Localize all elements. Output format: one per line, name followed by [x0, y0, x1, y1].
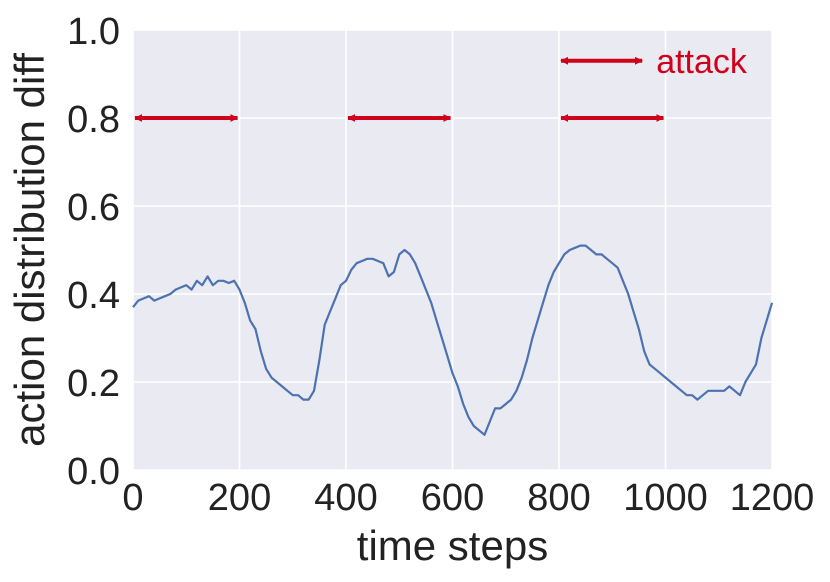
y-tick-label: 0.4	[67, 275, 120, 317]
series-line	[132, 244, 774, 436]
x-tick-label: 1200	[730, 477, 815, 519]
x-tick-label: 800	[527, 477, 590, 519]
y-axis-ticks: 0.0 0.2 0.4 0.6 0.8 1.0	[67, 11, 120, 493]
x-tick-label: 200	[208, 477, 271, 519]
y-tick-label: 1.0	[67, 11, 120, 53]
x-tick-label: 0	[122, 477, 143, 519]
y-tick-label: 0.6	[67, 187, 120, 229]
y-tick-label: 0.2	[67, 363, 120, 405]
x-tick-label: 400	[314, 477, 377, 519]
y-axis-label: action distribution diff	[6, 53, 53, 447]
x-tick-label: 1000	[623, 477, 708, 519]
x-axis-ticks: 0 200 400 600 800 1000 1200	[122, 477, 814, 519]
y-tick-label: 0.0	[67, 451, 120, 493]
legend-label: attack	[656, 43, 748, 81]
x-axis-label: time steps	[357, 522, 548, 569]
x-tick-label: 600	[421, 477, 484, 519]
legend: attack	[560, 43, 748, 81]
grid	[132, 29, 773, 471]
y-tick-label: 0.8	[67, 99, 120, 141]
